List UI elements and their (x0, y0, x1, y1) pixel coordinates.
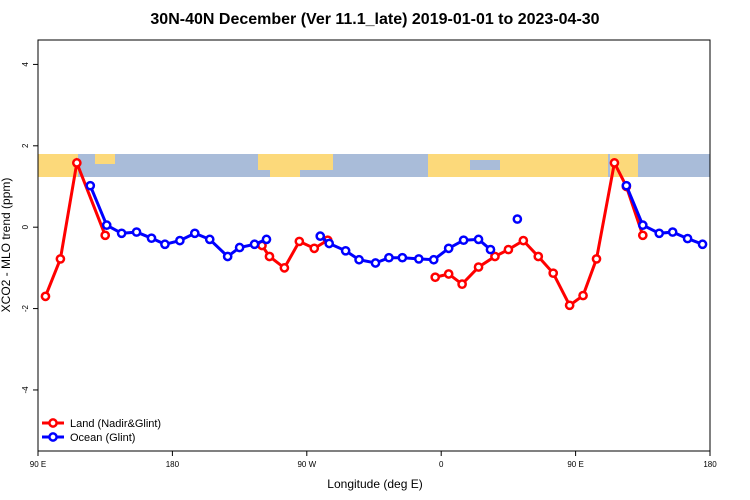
legend-label: Land (Nadir&Glint) (70, 418, 161, 430)
data-point (315, 231, 326, 241)
series (40, 157, 648, 311)
data-point (222, 251, 233, 262)
data-point (637, 230, 648, 241)
data-point (354, 254, 364, 265)
data-point (40, 291, 51, 302)
data-point (116, 228, 127, 239)
data-point (55, 254, 66, 264)
map-strip (38, 154, 710, 177)
data-point (533, 251, 544, 262)
data-point (473, 234, 484, 245)
data-point (340, 245, 351, 256)
y-axis-label: XCO2 - MLO trend (ppm) (0, 178, 13, 313)
data-point (443, 269, 454, 279)
data-point (667, 227, 678, 237)
y-tick-label: 4 (21, 62, 30, 67)
data-point (564, 300, 575, 311)
data-point (264, 251, 275, 262)
data-point (621, 180, 632, 191)
data-point (473, 262, 484, 272)
data-point (160, 239, 170, 250)
x-tick-label: 180 (703, 460, 717, 469)
y-tick-label: 2 (21, 143, 30, 148)
data-point (503, 244, 514, 255)
data-point (384, 252, 394, 263)
data-point (578, 290, 588, 301)
data-point (697, 239, 708, 250)
data-point (443, 243, 454, 254)
data-point (428, 254, 439, 265)
chart-title: 30N-40N December (Ver 11.1_late) 2019-01… (150, 11, 599, 28)
data-point (279, 263, 290, 273)
data-point (249, 239, 260, 250)
legend-label: Ocean (Glint) (70, 432, 135, 444)
series-line (44, 157, 107, 297)
x-axis-label: Longitude (deg E) (327, 477, 422, 491)
legend: Land (Nadir&Glint) Ocean (Glint) (42, 418, 161, 444)
y-tick-label: -2 (21, 304, 30, 312)
data-point (490, 251, 500, 262)
data-point (512, 214, 523, 224)
data-point (234, 242, 245, 253)
data-point (189, 228, 200, 239)
plot-frame (37, 39, 711, 452)
data-point (324, 238, 335, 249)
data-point (146, 233, 157, 244)
data-point (413, 254, 424, 264)
data-point (548, 268, 559, 279)
x-tick-label: 90 E (567, 460, 583, 469)
data-point (518, 235, 529, 246)
data-point (430, 272, 441, 283)
data-point (457, 279, 467, 290)
data-point (101, 220, 112, 231)
data-point (397, 252, 408, 263)
data-point (309, 243, 320, 254)
data-point (485, 244, 496, 255)
data-point (682, 233, 693, 244)
data-point (71, 158, 82, 168)
data-point (370, 258, 381, 268)
data-point (294, 236, 305, 247)
x-tick-label: 0 (439, 460, 444, 469)
data-point (131, 227, 142, 237)
legend-marker (48, 432, 58, 442)
legend-marker (48, 418, 58, 428)
data-point (100, 230, 111, 241)
data-point (637, 220, 648, 231)
data-point (609, 158, 620, 168)
x-tick-label: 90 W (297, 460, 316, 469)
x-tick-label: 180 (166, 460, 180, 469)
data-point (654, 228, 665, 239)
series (85, 180, 708, 268)
data-point (85, 180, 96, 191)
data-point (458, 235, 469, 246)
y-tick-label: 0 (21, 224, 30, 229)
data-point (204, 234, 215, 245)
data-point (591, 254, 602, 264)
data-point (175, 235, 185, 246)
x-tick-label: 90 E (30, 460, 46, 469)
y-tick-label: -4 (21, 386, 30, 394)
data-point (261, 234, 272, 245)
